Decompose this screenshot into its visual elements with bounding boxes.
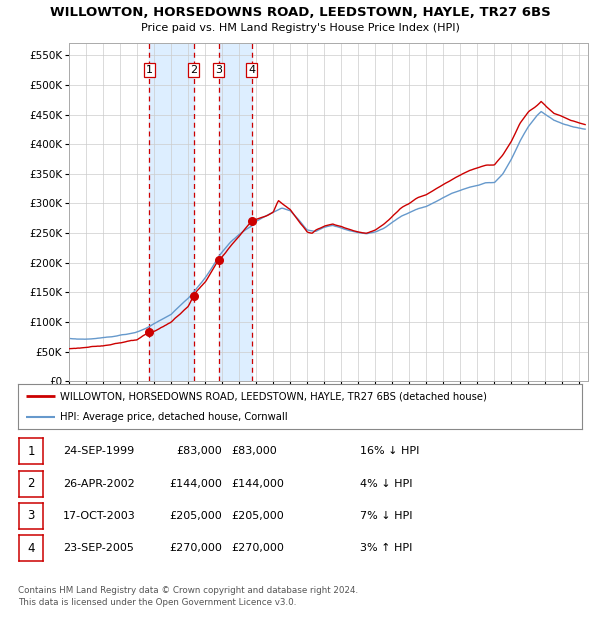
Text: £83,000: £83,000: [231, 446, 277, 456]
Text: WILLOWTON, HORSEDOWNS ROAD, LEEDSTOWN, HAYLE, TR27 6BS (detached house): WILLOWTON, HORSEDOWNS ROAD, LEEDSTOWN, H…: [60, 391, 487, 402]
Text: 3% ↑ HPI: 3% ↑ HPI: [360, 543, 412, 553]
Text: £83,000: £83,000: [176, 446, 222, 456]
Text: This data is licensed under the Open Government Licence v3.0.: This data is licensed under the Open Gov…: [18, 598, 296, 607]
Text: £144,000: £144,000: [231, 479, 284, 489]
Bar: [218, 43, 251, 381]
Text: Price paid vs. HM Land Registry's House Price Index (HPI): Price paid vs. HM Land Registry's House …: [140, 23, 460, 33]
Text: £270,000: £270,000: [231, 543, 284, 553]
Text: £205,000: £205,000: [231, 511, 284, 521]
Text: 24-SEP-1999: 24-SEP-1999: [63, 446, 134, 456]
Bar: [149, 43, 194, 381]
Text: 7% ↓ HPI: 7% ↓ HPI: [360, 511, 413, 521]
Text: 4: 4: [28, 542, 35, 554]
Text: 3: 3: [28, 510, 35, 522]
Text: 23-SEP-2005: 23-SEP-2005: [63, 543, 134, 553]
Text: 3: 3: [215, 65, 222, 75]
Text: 4% ↓ HPI: 4% ↓ HPI: [360, 479, 413, 489]
Text: 2: 2: [190, 65, 197, 75]
Text: 4: 4: [248, 65, 255, 75]
Text: 17-OCT-2003: 17-OCT-2003: [63, 511, 136, 521]
Text: £144,000: £144,000: [169, 479, 222, 489]
Text: 1: 1: [28, 445, 35, 458]
Text: £205,000: £205,000: [169, 511, 222, 521]
Text: Contains HM Land Registry data © Crown copyright and database right 2024.: Contains HM Land Registry data © Crown c…: [18, 586, 358, 595]
Text: 1: 1: [146, 65, 153, 75]
Text: £270,000: £270,000: [169, 543, 222, 553]
Text: 2: 2: [28, 477, 35, 490]
Text: WILLOWTON, HORSEDOWNS ROAD, LEEDSTOWN, HAYLE, TR27 6BS: WILLOWTON, HORSEDOWNS ROAD, LEEDSTOWN, H…: [50, 6, 550, 19]
Text: 16% ↓ HPI: 16% ↓ HPI: [360, 446, 419, 456]
Text: HPI: Average price, detached house, Cornwall: HPI: Average price, detached house, Corn…: [60, 412, 288, 422]
Text: 26-APR-2002: 26-APR-2002: [63, 479, 135, 489]
